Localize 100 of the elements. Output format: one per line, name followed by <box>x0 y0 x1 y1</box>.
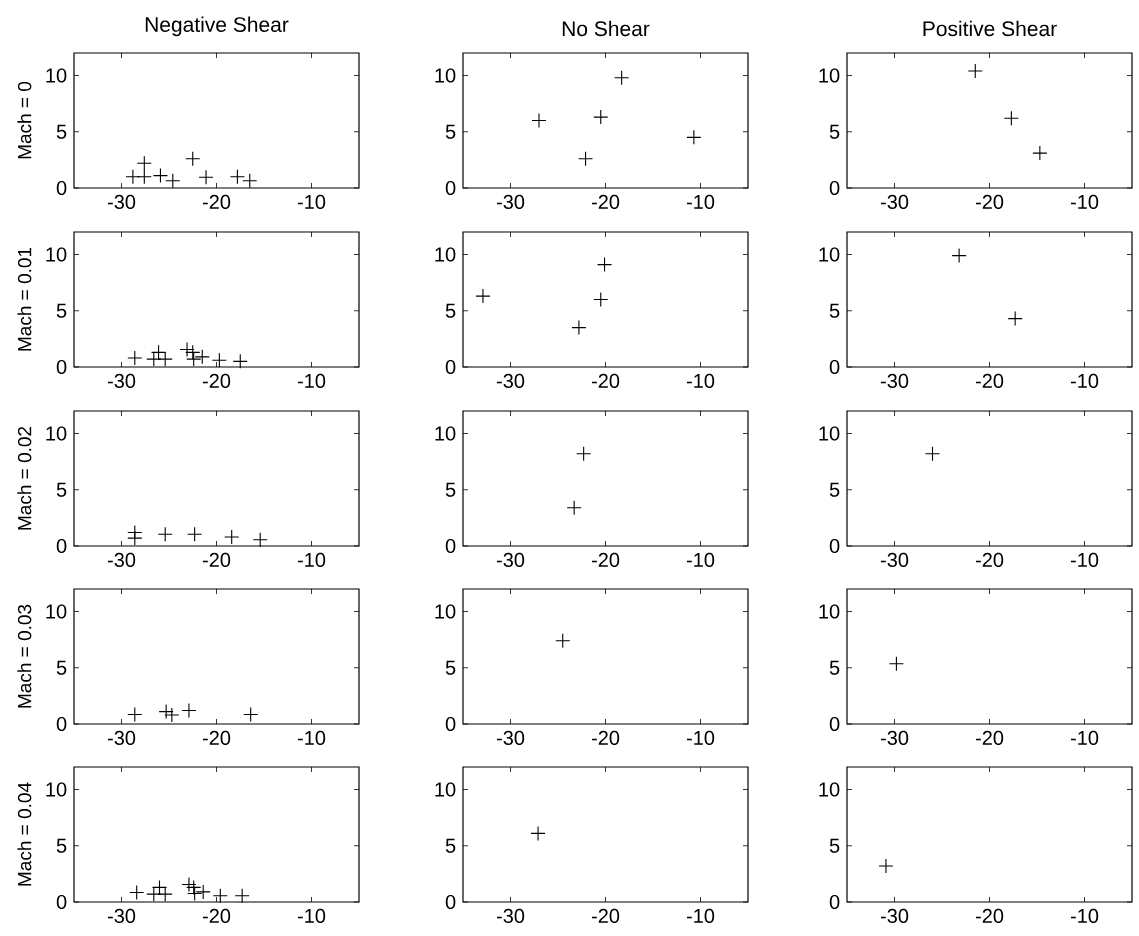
y-tick-label: 0 <box>445 894 456 910</box>
point <box>185 344 201 360</box>
y-tick-label: 10 <box>435 247 456 262</box>
x-tick-label: -30 <box>880 194 909 210</box>
chart-title: Positive Shear <box>923 20 1057 37</box>
x-tick-label: -30 <box>880 552 909 568</box>
y-tick-label: 0 <box>829 538 840 554</box>
x-tick-label: -20 <box>202 194 231 210</box>
x-tick-label: -10 <box>686 194 715 210</box>
y-tick-label: 5 <box>829 482 840 497</box>
point <box>593 109 609 125</box>
y-axis-title: Mach = 0.02 <box>17 426 32 530</box>
y-tick-label: 10 <box>819 68 840 83</box>
x-tick-label: -30 <box>496 908 525 924</box>
point <box>475 288 491 304</box>
x-tick-label: -20 <box>975 373 1004 389</box>
y-tick-label: 5 <box>445 482 456 497</box>
x-tick-label: -30 <box>496 730 525 746</box>
y-tick-label: 10 <box>435 68 456 83</box>
x-tick-label: -10 <box>1070 373 1099 389</box>
y-tick-label: 5 <box>829 124 840 139</box>
y-tick-label: 10 <box>435 782 456 797</box>
y-tick-label: 5 <box>829 838 840 853</box>
y-axis-title: Mach = 0.01 <box>17 247 32 351</box>
x-tick-label: -30 <box>880 908 909 924</box>
y-tick-label: 10 <box>819 782 840 797</box>
x-tick-label: -10 <box>297 908 326 924</box>
point <box>136 155 152 171</box>
x-tick-label: -20 <box>591 373 620 389</box>
point <box>229 169 245 185</box>
point <box>252 532 268 548</box>
y-tick-label: 0 <box>56 716 67 732</box>
y-tick-label: 10 <box>46 782 67 797</box>
x-tick-label: -20 <box>202 552 231 568</box>
y-tick-label: 5 <box>445 303 456 318</box>
y-tick-label: 0 <box>445 359 456 375</box>
y-tick-label: 5 <box>829 660 840 675</box>
y-tick-label: 10 <box>46 247 67 262</box>
x-tick-label: -20 <box>591 908 620 924</box>
point <box>686 129 702 145</box>
y-tick-label: 0 <box>56 180 67 196</box>
y-tick-label: 10 <box>819 247 840 262</box>
y-tick-label: 0 <box>829 180 840 196</box>
point <box>185 151 201 167</box>
y-tick-label: 10 <box>435 426 456 441</box>
y-tick-label: 5 <box>445 124 456 139</box>
y-tick-label: 10 <box>46 426 67 441</box>
x-tick-label: -20 <box>591 552 620 568</box>
x-tick-label: -20 <box>202 373 231 389</box>
x-tick-label: -20 <box>591 194 620 210</box>
y-tick-label: 5 <box>56 303 67 318</box>
x-tick-label: -10 <box>686 908 715 924</box>
y-tick-label: 5 <box>445 838 456 853</box>
point <box>152 168 168 184</box>
point <box>129 884 145 900</box>
x-tick-label: -30 <box>107 552 136 568</box>
point <box>187 526 203 542</box>
point <box>211 352 227 368</box>
y-tick-label: 10 <box>46 604 67 619</box>
y-axis-title: Mach = 0 <box>17 81 32 159</box>
point <box>127 530 143 546</box>
x-tick-label: -20 <box>975 908 1004 924</box>
x-tick-label: -30 <box>496 194 525 210</box>
y-tick-label: 5 <box>445 660 456 675</box>
y-axis-title: Mach = 0.03 <box>17 604 32 708</box>
x-tick-label: -20 <box>202 730 231 746</box>
point <box>593 291 609 308</box>
point <box>198 169 214 185</box>
point <box>212 888 228 904</box>
x-tick-label: -30 <box>880 730 909 746</box>
point <box>1032 145 1048 161</box>
x-tick-label: -30 <box>107 908 136 924</box>
x-tick-label: -10 <box>1070 552 1099 568</box>
x-tick-label: -30 <box>496 552 525 568</box>
x-tick-label: -10 <box>297 730 326 746</box>
point <box>136 169 152 185</box>
y-tick-label: 0 <box>445 716 456 732</box>
x-tick-label: -10 <box>297 552 326 568</box>
x-tick-label: -30 <box>880 373 909 389</box>
y-tick-label: 5 <box>56 482 67 497</box>
point <box>614 70 630 86</box>
y-tick-label: 5 <box>56 660 67 675</box>
x-tick-label: -30 <box>107 373 136 389</box>
y-tick-label: 0 <box>56 538 67 554</box>
point <box>531 112 547 129</box>
x-tick-label: -20 <box>591 730 620 746</box>
y-tick-label: 0 <box>829 716 840 732</box>
y-tick-label: 10 <box>819 426 840 441</box>
y-tick-label: 0 <box>829 359 840 375</box>
point <box>127 350 143 366</box>
point <box>224 529 240 545</box>
y-tick-label: 0 <box>56 359 67 375</box>
x-tick-label: -10 <box>1070 908 1099 924</box>
y-tick-label: 0 <box>829 894 840 910</box>
point <box>242 173 258 189</box>
point <box>157 526 173 542</box>
y-tick-label: 10 <box>435 604 456 619</box>
y-tick-label: 10 <box>819 604 840 619</box>
x-tick-label: -10 <box>297 373 326 389</box>
chart-title: Negative Shear <box>145 16 289 37</box>
